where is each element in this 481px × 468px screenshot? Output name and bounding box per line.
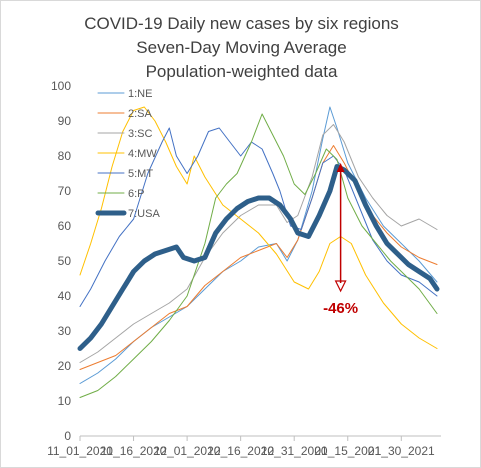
y-tick-label: 60 [58,219,72,233]
legend-label: 1:NE [128,88,152,100]
y-tick-label: 0 [64,429,71,443]
chart-title-line-2: Seven-Day Moving Average [136,38,347,57]
y-tick-label: 100 [51,79,71,93]
chart-title-line-1: COVID-19 Daily new cases by six regions [84,14,399,33]
x-tick-label: 01_15_2021 [314,444,381,458]
x-tick-label: 01_30_2021 [368,444,435,458]
series-line-7-usa [77,164,440,351]
y-tick-label: 40 [58,289,72,303]
y-tick-label: 90 [58,114,72,128]
y-tick-label: 20 [58,359,72,373]
y-tick-label: 70 [58,184,72,198]
legend-label: 6:P [128,188,145,200]
legend-label: 7:USA [128,208,160,220]
annotation-label: -46% [323,300,358,317]
chart-title-line-3: Population-weighted data [145,62,338,81]
legend-label: 4:MW [128,148,157,160]
y-tick-label: 50 [58,254,72,268]
y-tick-label: 30 [58,324,72,338]
annotation-arrow-head-up [336,163,345,172]
series-line-4-mw [79,106,438,349]
y-tick-label: 10 [58,394,72,408]
y-tick-label: 80 [58,149,72,163]
series-line-3-sc [79,124,438,363]
x-tick-label: 12_01_2020 [154,444,221,458]
annotation-arrow-head-down [334,280,347,293]
legend-label: 3:SC [128,128,153,140]
x-tick-label: 12_31_2020 [261,444,328,458]
x-tick-label: 11_16_2020 [101,444,167,458]
x-tick-label: 12_16_2020 [207,444,274,458]
legend-label: 2:SA [128,108,153,120]
x-tick-label: 11_01_2020 [47,444,113,458]
series-line-6-p [79,113,438,398]
legend-label: 5:MT [128,168,153,180]
